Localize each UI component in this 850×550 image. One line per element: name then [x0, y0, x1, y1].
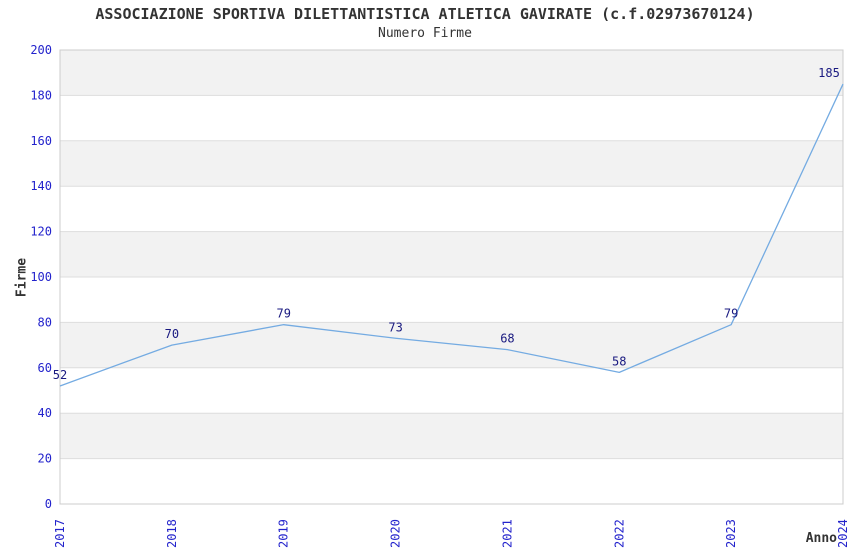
x-tick-label: 2022 [612, 519, 626, 548]
data-point-label: 70 [165, 327, 179, 341]
y-tick-label: 140 [30, 179, 52, 193]
plot-border [59, 49, 844, 505]
series-line [59, 83, 844, 387]
y-tick-label: 80 [38, 315, 52, 329]
chart-subtitle: Numero Firme [378, 26, 472, 41]
y-tick-label: 100 [30, 270, 52, 284]
x-tick-label: 2024 [836, 519, 850, 548]
y-tick-label: 60 [38, 361, 52, 375]
x-tick-label: 2019 [277, 519, 291, 548]
y-tick-label: 40 [38, 406, 52, 420]
x-tick-label: 2017 [53, 519, 67, 548]
data-point-label: 79 [276, 307, 290, 321]
data-point-label: 79 [724, 307, 738, 321]
chart-band [60, 322, 843, 368]
y-tick-label: 180 [30, 88, 52, 102]
data-point-label: 52 [53, 368, 67, 382]
x-tick-label: 2020 [389, 519, 403, 548]
data-point-label: 185 [818, 66, 840, 80]
chart-band [60, 140, 843, 187]
chart-title: ASSOCIAZIONE SPORTIVA DILETTANTISTICA AT… [95, 5, 755, 23]
y-tick-label: 0 [45, 497, 52, 511]
y-tick-label: 200 [30, 43, 52, 57]
data-point-label: 73 [388, 320, 402, 334]
y-tick-label: 160 [30, 134, 52, 148]
x-tick-label: 2018 [165, 519, 179, 548]
x-tick-label: 2023 [724, 519, 738, 548]
chart-band [60, 50, 843, 96]
chart-band [60, 231, 843, 277]
data-point-label: 68 [500, 332, 514, 346]
chart-band [60, 413, 843, 459]
x-tick-label: 2021 [500, 519, 514, 548]
y-tick-label: 120 [30, 225, 52, 239]
data-point-label: 58 [612, 354, 626, 368]
y-tick-label: 20 [38, 452, 52, 466]
x-axis-label: Anno [805, 531, 837, 546]
